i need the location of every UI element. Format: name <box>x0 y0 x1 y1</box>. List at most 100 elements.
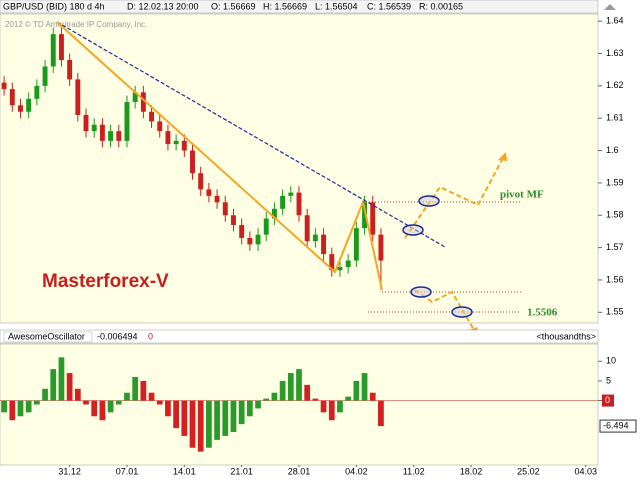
oscillator-bar <box>99 400 106 421</box>
candle-body <box>140 92 146 112</box>
oscillator-bar <box>206 400 212 448</box>
pivot-circle <box>410 286 432 298</box>
y-tick-label: 1.58 <box>606 210 624 220</box>
last-value-box <box>599 419 637 433</box>
candle-body <box>214 195 220 203</box>
candle-body <box>296 192 302 216</box>
oscillator-bar <box>115 400 122 405</box>
oscillator-bar <box>50 369 57 401</box>
oscillator-bar <box>378 400 384 427</box>
indicator-title: AwesomeOscillator <box>8 331 85 341</box>
oscillator-bar <box>189 400 196 448</box>
candle-body <box>247 237 253 245</box>
candle-body <box>34 85 40 99</box>
low: L: 1.56504 <box>315 1 358 11</box>
oscillator-bar <box>337 400 343 413</box>
high: H: 1.56669 <box>263 1 307 11</box>
forecast-up <box>404 157 504 239</box>
oscillator-bar <box>369 392 376 401</box>
oscillator-bar <box>328 400 335 421</box>
oscillator-bar <box>238 400 245 425</box>
oscillator-bar <box>91 400 98 417</box>
range: R: 0.00165 <box>419 1 463 11</box>
open: O: 1.56669 <box>211 1 256 11</box>
y-tick-label: 1.57 <box>606 242 624 252</box>
candle-body <box>312 234 318 242</box>
candle-body <box>362 202 367 229</box>
last-value-label: -6.494 <box>603 420 629 430</box>
candle-body <box>26 98 32 112</box>
level-label: 1.5506 <box>527 307 558 319</box>
oscillator-bar <box>165 400 171 417</box>
candle-body <box>345 260 351 268</box>
candle-body <box>198 173 204 190</box>
y-tick-label: 10 <box>606 356 616 366</box>
indicator-status: 0 <box>148 331 153 341</box>
oscillator-bar <box>42 388 48 401</box>
oscillator-bar <box>197 400 204 452</box>
oscillator-bar <box>74 388 81 401</box>
y-tick-label: 1.59 <box>606 177 624 187</box>
candle-body <box>91 124 97 132</box>
pivot-label: pivot MF <box>500 189 544 201</box>
candle-body <box>288 192 294 196</box>
candle-body <box>280 195 286 209</box>
oscillator-bar <box>181 400 188 436</box>
oscillator-bar <box>33 400 40 405</box>
candle-body <box>181 140 187 151</box>
oscillator-bar <box>246 400 253 417</box>
oscillator-bar <box>107 400 114 413</box>
candle-body <box>83 114 89 132</box>
y-tick-label: 0 <box>605 395 610 405</box>
oscillator-bar <box>17 400 24 417</box>
oscillator-bar <box>148 392 155 401</box>
candle-body <box>271 208 277 219</box>
oscillator-bar <box>156 400 163 405</box>
oscillator-bar <box>296 369 302 401</box>
candle-body <box>239 224 245 238</box>
candle-body <box>132 92 138 103</box>
trend-line <box>56 21 446 248</box>
candle-body <box>58 34 64 60</box>
oscillator-bar <box>124 392 130 401</box>
close: C: 1.56539 <box>367 1 411 11</box>
candle-body <box>337 267 343 271</box>
y-tick-label: 1.56 <box>606 274 624 284</box>
pivot-circle <box>451 306 473 318</box>
x-tick-label: 07.01 <box>116 466 139 476</box>
brand-label: Masterforex-V <box>42 271 169 292</box>
candle-body <box>42 66 48 86</box>
candle-body <box>255 234 261 245</box>
symbol: GBP/USD (BID) 180 d 4h <box>3 1 105 11</box>
header-bar <box>0 0 599 14</box>
x-tick-label: 21.01 <box>230 466 253 476</box>
candle-body <box>263 218 269 235</box>
oscillator-bar <box>287 373 294 401</box>
oscillator-bar <box>320 400 327 413</box>
y-tick-label: 1.6 <box>606 145 619 155</box>
candle-body <box>190 150 195 174</box>
oscillator-bar <box>279 380 286 401</box>
candle-body <box>222 202 228 216</box>
oscillator-bar <box>1 400 7 413</box>
oscillator-bar <box>140 380 147 401</box>
candle-body <box>173 140 179 145</box>
indicator-value: -0.006494 <box>97 331 138 341</box>
x-tick-label: 28.01 <box>288 466 311 476</box>
indicator-box[interactable] <box>3 331 93 343</box>
candle-body <box>149 111 155 122</box>
oscillator-bar <box>222 400 229 436</box>
oscillator-bar <box>25 400 32 413</box>
scroll-icon[interactable] <box>604 4 616 10</box>
candle-body <box>231 215 236 225</box>
y-tick-label: 1.63 <box>606 48 624 58</box>
oscillator-bar <box>83 400 89 405</box>
candle-body <box>9 89 15 106</box>
oscillator-bar <box>345 396 352 401</box>
candle-body <box>75 79 81 115</box>
candle-body <box>165 131 171 145</box>
candle-body <box>99 124 105 141</box>
oscillator-bar <box>66 373 73 401</box>
oscillator-bar <box>230 400 237 432</box>
